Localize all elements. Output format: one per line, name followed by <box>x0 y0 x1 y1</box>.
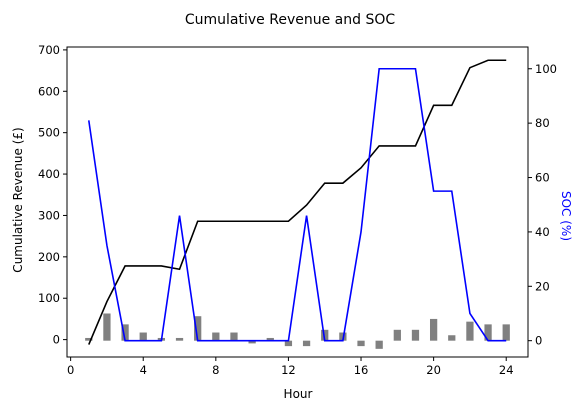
soc-change-bar <box>212 332 220 341</box>
plot-frame <box>66 46 529 358</box>
x-axis-label: Hour <box>284 387 313 401</box>
y-tick-label-right: 0 <box>535 334 542 348</box>
y-tick-label-left: 200 <box>38 250 60 264</box>
y-tick-label-right: 60 <box>535 171 550 185</box>
y-tick-label-left: 400 <box>38 167 60 181</box>
soc-change-bar <box>375 340 383 349</box>
y-tick-label-left: 700 <box>38 43 60 57</box>
y-axis-label-left: Cumulative Revenue (£) <box>11 127 25 272</box>
soc-change-bar <box>121 324 129 341</box>
soc-line <box>87 67 507 342</box>
y-axis-label-right: SOC (%) <box>559 191 573 241</box>
soc-change-bar <box>139 332 147 341</box>
y-tick-label-left: 500 <box>38 126 60 140</box>
chart-title: Cumulative Revenue and SOC <box>185 12 395 28</box>
soc-change-bar <box>393 329 401 341</box>
soc-change-bar <box>194 316 202 341</box>
x-tick-label: 24 <box>499 363 514 377</box>
soc-change-bar <box>248 340 256 344</box>
y-tick-label-right: 20 <box>535 279 550 293</box>
soc-change-bar <box>357 340 365 347</box>
series-lines <box>87 59 507 345</box>
x-tick-label: 12 <box>281 363 296 377</box>
soc-change-bar <box>466 321 474 341</box>
soc-change-bar <box>411 329 420 341</box>
y-tick-label-left: 0 <box>53 333 60 347</box>
y-axis-right: 0 20 40 60 80 100 <box>528 62 557 348</box>
x-axis: 0 4 8 12 16 20 24 <box>67 357 514 377</box>
soc-change-bars <box>85 313 510 349</box>
x-tick-label: 4 <box>140 363 147 377</box>
y-tick-label-right: 40 <box>535 225 550 239</box>
y-tick-label-right: 80 <box>535 116 550 130</box>
soc-change-bar <box>502 324 510 341</box>
soc-change-bar <box>103 313 111 341</box>
x-tick-label: 16 <box>354 363 369 377</box>
soc-change-bar <box>484 324 492 341</box>
soc-change-bar <box>429 318 438 341</box>
y-tick-label-right: 100 <box>535 62 557 76</box>
y-axis-left: 0 100 200 300 400 500 600 700 <box>38 43 67 347</box>
y-tick-label-left: 300 <box>38 208 60 222</box>
soc-change-bar <box>230 332 238 341</box>
y-tick-label-left: 600 <box>38 84 60 98</box>
y-tick-label-left: 100 <box>38 291 60 305</box>
cumulative-revenue-line <box>88 59 507 345</box>
x-tick-label: 0 <box>67 363 74 377</box>
x-tick-label: 8 <box>212 363 219 377</box>
soc-change-bar <box>85 337 93 341</box>
soc-change-bar <box>266 337 274 341</box>
soc-change-bar <box>284 340 293 347</box>
soc-change-bar <box>175 337 184 341</box>
x-tick-label: 20 <box>426 363 441 377</box>
soc-change-bar <box>302 340 311 347</box>
soc-change-bar <box>448 335 456 341</box>
